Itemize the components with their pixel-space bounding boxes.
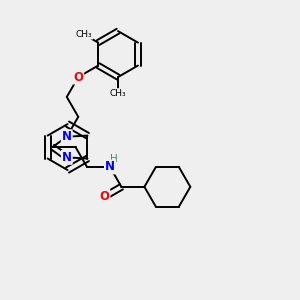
Text: O: O — [100, 190, 110, 203]
Text: N: N — [62, 130, 72, 143]
Text: N: N — [62, 151, 72, 164]
Text: CH₃: CH₃ — [76, 30, 92, 39]
Text: N: N — [105, 160, 115, 173]
Text: CH₃: CH₃ — [110, 88, 126, 98]
Text: O: O — [73, 70, 83, 84]
Text: H: H — [110, 154, 118, 164]
